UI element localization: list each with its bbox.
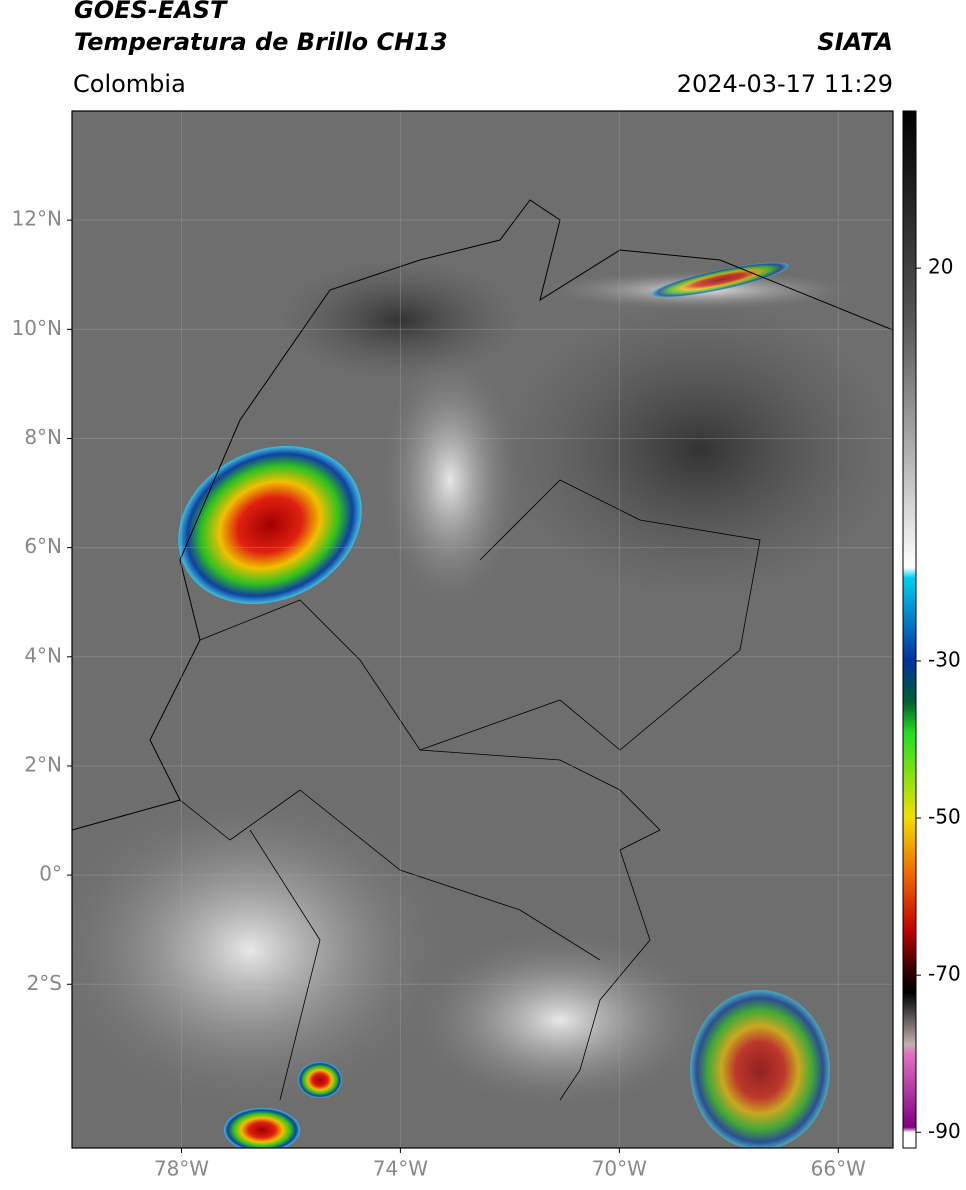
region: Colombia: [73, 70, 186, 98]
colorbar-tick-label: -70: [928, 962, 961, 986]
source: SIATA: [817, 28, 893, 56]
subtitle: Temperatura de Brillo CH13: [74, 28, 448, 56]
colorbar-tick-label: -90: [928, 1119, 961, 1143]
lat-tick-label: 2°N: [24, 752, 62, 776]
lon-tick-label: 78°W: [154, 1157, 209, 1181]
lon-tick-label: 74°W: [373, 1157, 428, 1181]
lon-tick-label: 70°W: [592, 1157, 647, 1181]
datetime: 2024-03-17 11:29: [676, 70, 893, 98]
lat-tick-label: 6°N: [24, 534, 62, 558]
lat-tick-label: 0°: [39, 862, 62, 886]
imagery: [72, 111, 893, 1148]
title: GOES-EAST: [74, 0, 227, 24]
colorbar-tick-label: -50: [928, 805, 961, 829]
lat-tick-label: 10°N: [12, 316, 62, 340]
lat-tick-label: 8°N: [24, 425, 62, 449]
colorbar-tick-label: -30: [928, 647, 961, 671]
lat-tick-label: 4°N: [24, 643, 62, 667]
map-frame: [71, 110, 894, 1149]
lon-tick-label: 66°W: [811, 1157, 866, 1181]
colorbar: [902, 110, 917, 1149]
lat-tick-label: 12°N: [12, 207, 62, 231]
colorbar-tick-label: 20: [928, 255, 953, 279]
lat-tick-label: 2°S: [27, 971, 62, 995]
